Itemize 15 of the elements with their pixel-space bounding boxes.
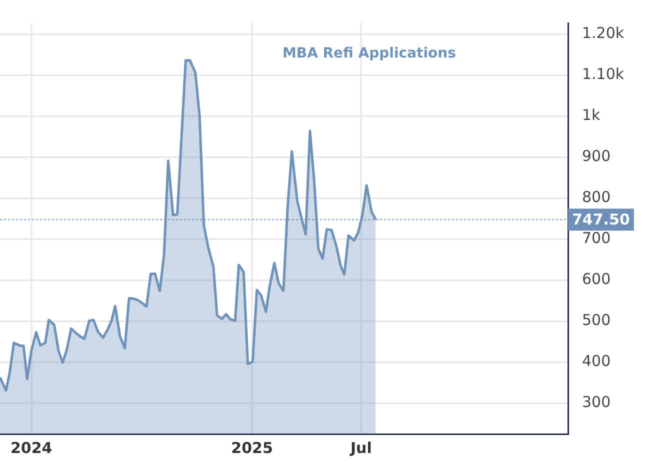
y-tick-label: 900 bbox=[582, 147, 611, 166]
x-tick-label: Jul bbox=[349, 438, 372, 457]
y-tick-label: 700 bbox=[582, 229, 611, 248]
text: MBA Refi Applications bbox=[282, 46, 456, 62]
y-tick-label: 1.20k bbox=[582, 24, 624, 42]
ref-line-label: 747.50 bbox=[572, 210, 630, 229]
y-tick-label: 1.10k bbox=[582, 64, 624, 83]
y-tick-label: 500 bbox=[582, 311, 611, 330]
y-tick-label: 1k bbox=[582, 106, 601, 124]
y-tick-label: 800 bbox=[582, 188, 611, 206]
x-tick-label: 2025 bbox=[231, 438, 273, 457]
y-tick-label: 300 bbox=[582, 393, 611, 412]
y-tick-label: 600 bbox=[582, 270, 611, 288]
x-tick-label: 2024 bbox=[10, 438, 52, 457]
y-tick-label: 400 bbox=[582, 352, 611, 370]
